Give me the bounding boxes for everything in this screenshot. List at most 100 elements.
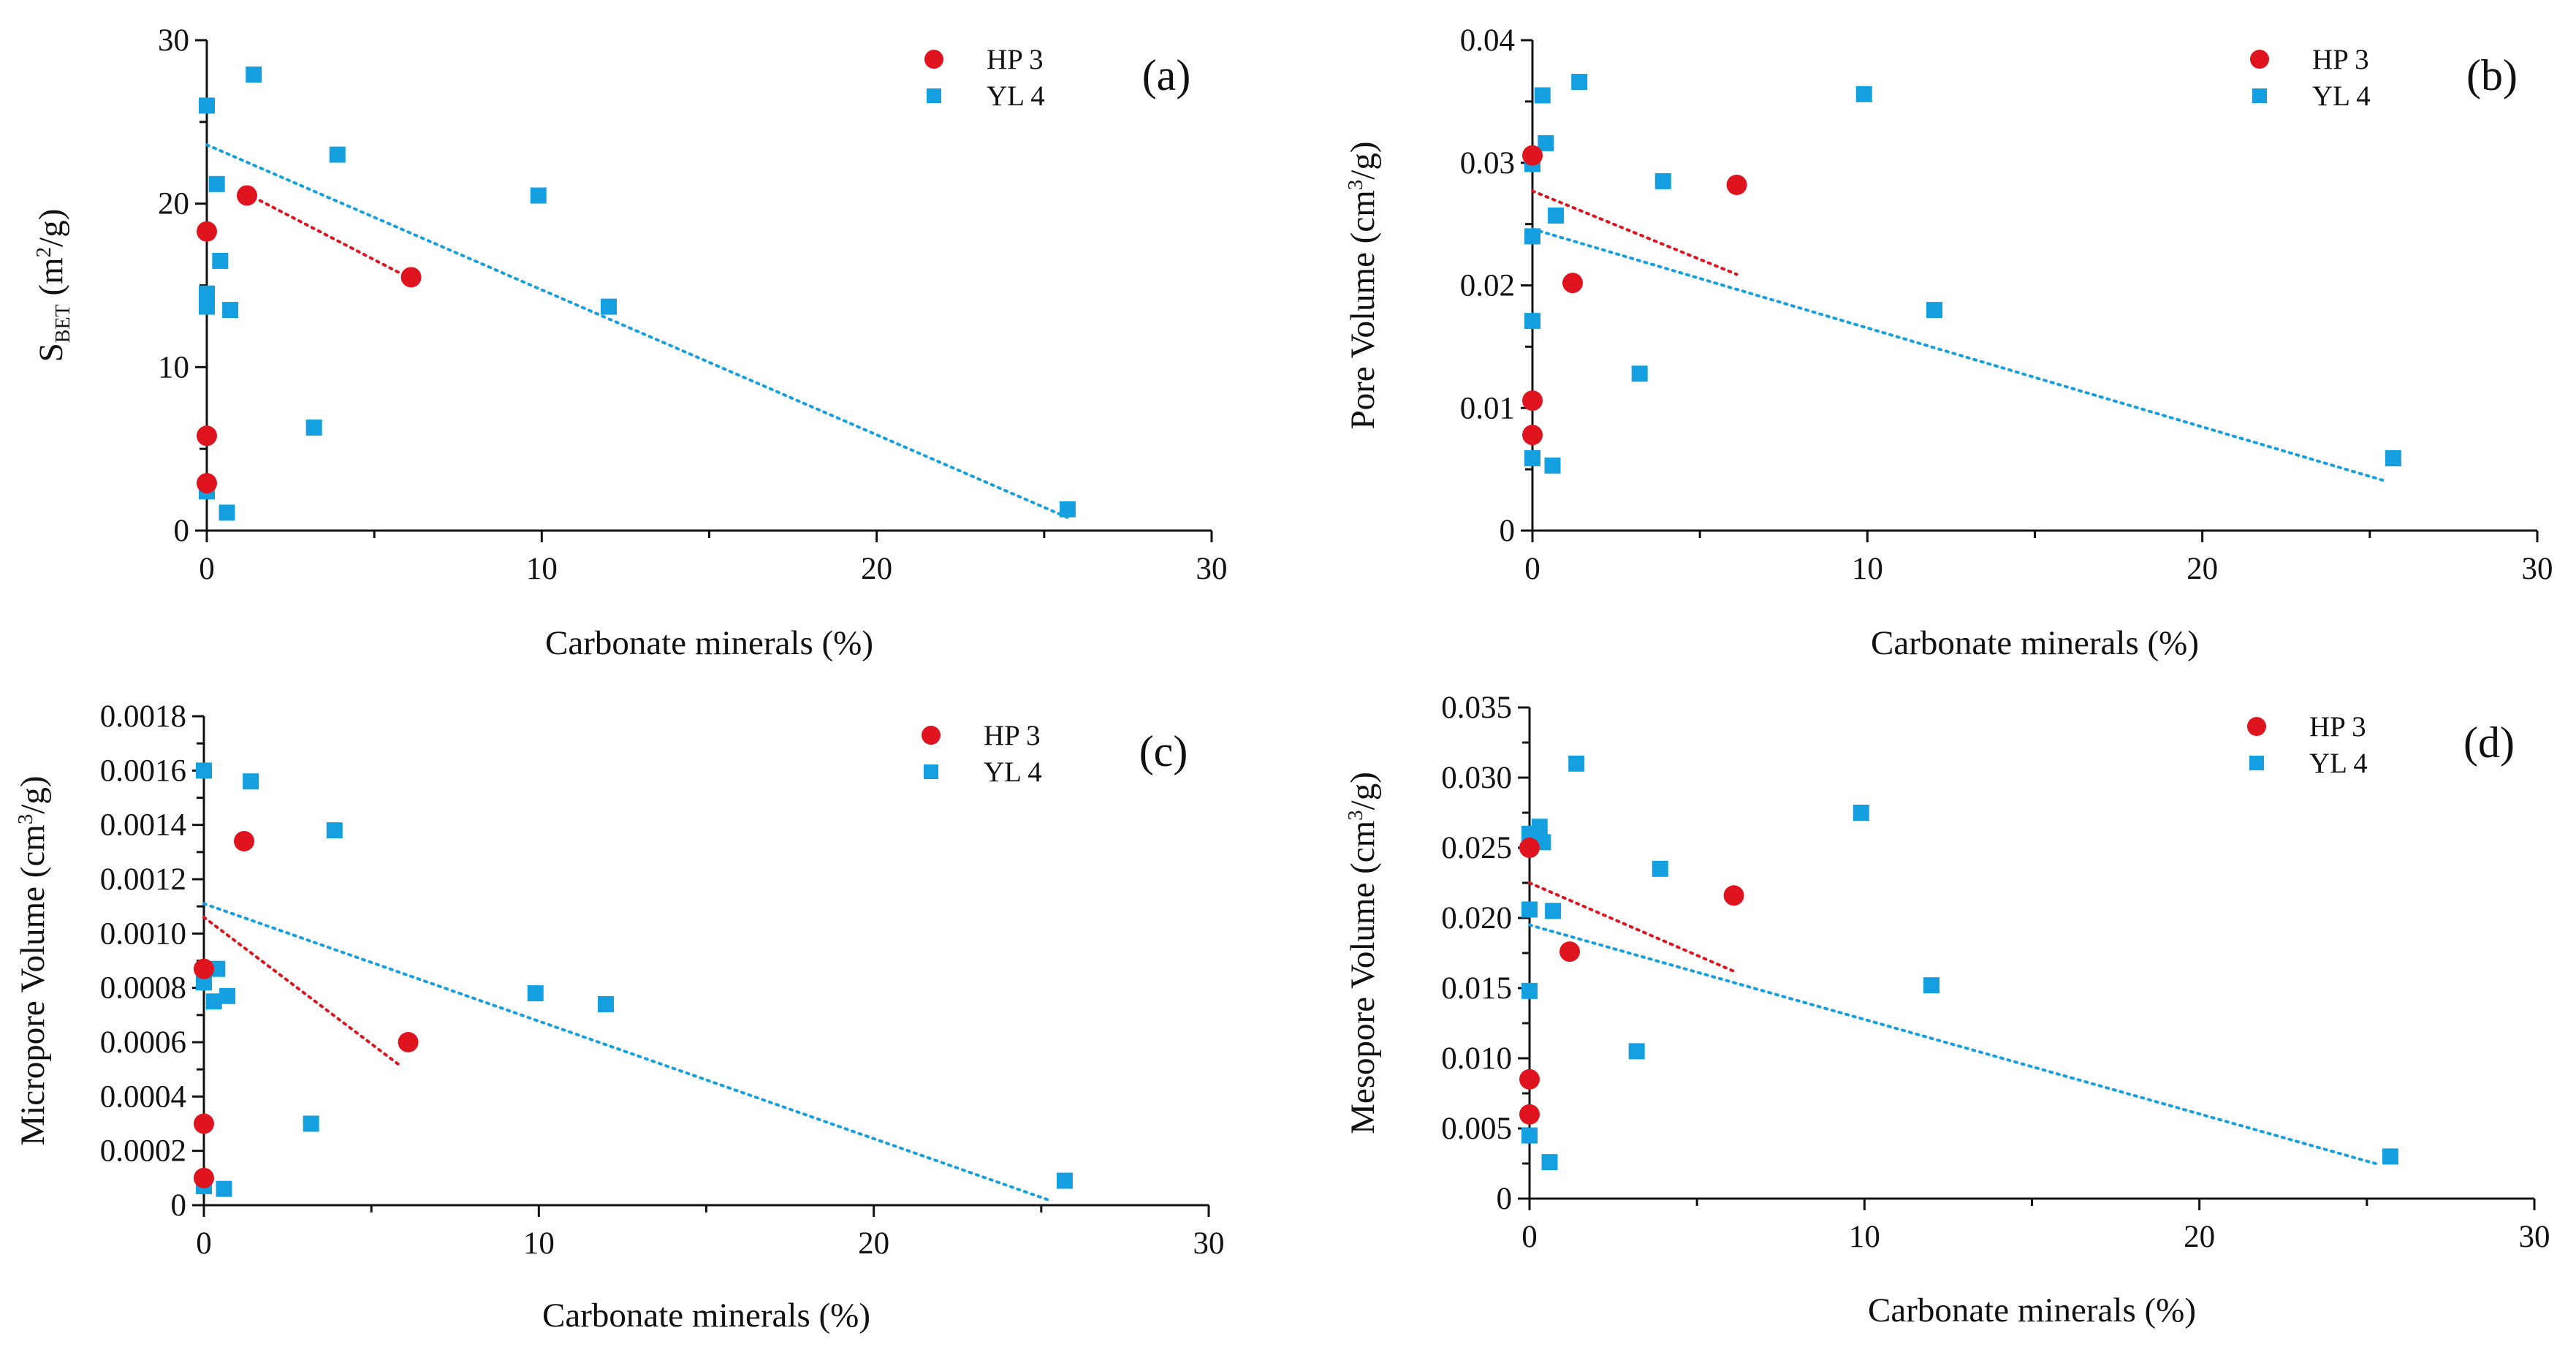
data-point-yl4	[219, 504, 235, 521]
data-point-yl4	[1056, 1172, 1073, 1189]
x-tick-label: 30	[1193, 1226, 1225, 1261]
x-tick-label: 10	[1852, 552, 1883, 586]
y-tick-label: 0	[1497, 1182, 1513, 1216]
data-point-yl4	[1628, 1043, 1645, 1060]
y-tick-label: 0	[174, 514, 190, 548]
x-tick-label: 20	[2184, 1220, 2215, 1254]
trend-line-hp3	[202, 916, 403, 1069]
x-tick-label: 0	[1521, 1220, 1538, 1254]
y-axis-title: Micropore Volume (cm3/g)	[14, 775, 52, 1145]
data-point-yl4	[1568, 755, 1585, 772]
legend-label: HP 3	[2312, 44, 2369, 75]
y-tick-label: 0.0008	[100, 971, 186, 1006]
data-point-hp3	[194, 1167, 214, 1188]
x-tick-label: 20	[861, 552, 892, 586]
data-point-yl4	[222, 302, 239, 319]
y-tick-label: 0.04	[1460, 23, 1515, 58]
y-tick-label: 0.0012	[100, 862, 186, 897]
chart-panel-a: 0 10 20 30 0 10 20 30 Carbonate minerals (%) SBET…	[32, 23, 1228, 662]
x-tick-label: 30	[1196, 552, 1228, 586]
x-tick-label: 20	[2186, 552, 2218, 586]
y-tick-label: 0.015	[1441, 971, 1512, 1006]
data-point-yl4	[527, 985, 544, 1002]
chart-panel-d: 0 10 20 30 0 0.005 0.010 0.015 0.020 0.025 0.030 0.…	[1344, 691, 2550, 1329]
data-point-hp3	[237, 185, 257, 206]
data-point-hp3	[1519, 1104, 1540, 1125]
data-point-hp3	[194, 958, 214, 979]
data-point-yl4	[1544, 458, 1561, 474]
y-axis-title: Pore Volume (cm3/g)	[1344, 142, 1382, 430]
data-point-yl4	[216, 1180, 232, 1197]
y-axis-title: SBET (m2/g)	[32, 209, 75, 363]
data-point-yl4	[1534, 87, 1551, 104]
data-point-hp3	[1522, 145, 1543, 166]
y-tick-label: 0	[1500, 514, 1516, 548]
data-point-yl4	[246, 66, 262, 83]
y-tick-label: 0.0018	[100, 699, 186, 734]
y-tick-label: 0.03	[1460, 146, 1515, 181]
legend-marker-yl4	[2252, 88, 2267, 103]
data-point-hp3	[197, 221, 217, 242]
data-point-yl4	[326, 822, 343, 839]
data-point-yl4	[305, 420, 322, 436]
data-point-yl4	[329, 146, 346, 163]
data-point-yl4	[2382, 1148, 2398, 1165]
panel-label: (c)	[1139, 727, 1188, 775]
legend-marker-hp3	[2247, 717, 2266, 736]
data-point-yl4	[1524, 228, 1540, 245]
data-point-hp3	[1522, 390, 1543, 411]
data-point-yl4	[208, 175, 225, 192]
legend-label: YL 4	[984, 756, 1042, 788]
panel-label: (a)	[1142, 51, 1191, 99]
y-tick-label: 0.0004	[100, 1079, 186, 1114]
legend-marker-hp3	[2250, 50, 2269, 69]
legend-marker-yl4	[924, 764, 938, 779]
data-point-yl4	[219, 987, 236, 1004]
y-tick-label: 0.02	[1460, 269, 1515, 303]
y-tick-label: 30	[158, 23, 189, 58]
data-point-yl4	[199, 97, 215, 114]
data-point-yl4	[243, 773, 259, 790]
data-point-yl4	[1521, 901, 1538, 918]
data-point-hp3	[234, 830, 254, 851]
y-tick-label: 0.0002	[100, 1134, 186, 1169]
data-point-yl4	[1531, 819, 1548, 835]
y-tick-label: 0.0006	[100, 1025, 186, 1060]
data-point-hp3	[197, 425, 217, 447]
y-tick-label: 0.030	[1441, 761, 1512, 795]
panel-label: (d)	[2463, 718, 2515, 767]
y-tick-label: 0	[171, 1188, 187, 1223]
y-tick-label: 0.005	[1441, 1112, 1512, 1146]
data-point-yl4	[1548, 207, 1565, 224]
data-point-yl4	[212, 252, 229, 269]
legend-marker-yl4	[927, 88, 941, 103]
legend-marker-hp3	[924, 50, 943, 69]
data-point-yl4	[1524, 450, 1540, 467]
legend-marker-yl4	[2249, 756, 2264, 770]
data-point-yl4	[1923, 977, 1939, 994]
data-point-yl4	[196, 762, 212, 779]
trend-line-hp3	[246, 192, 413, 281]
y-tick-label: 0.0010	[100, 916, 186, 951]
trend-line-hp3	[1528, 881, 1736, 973]
trend-line-yl4	[1528, 923, 2382, 1166]
legend-label: HP 3	[987, 44, 1044, 75]
chart-panel-b: 0 10 20 30 0 0.01 0.02 0.03 0.04 Carbonate minera…	[1344, 23, 2553, 662]
chart-panel-c: 0 10 20 30 0 0.0002 0.0004 0.0006 0.0008 0.0010 0.…	[14, 699, 1225, 1335]
data-point-hp3	[1519, 838, 1540, 858]
data-point-yl4	[1059, 501, 1076, 517]
trend-line-yl4	[202, 902, 1049, 1202]
y-tick-label: 0.035	[1441, 691, 1512, 725]
y-tick-label: 0.0016	[100, 754, 186, 788]
data-point-yl4	[530, 187, 547, 204]
y-tick-label: 0.020	[1441, 901, 1512, 935]
data-point-hp3	[1562, 273, 1583, 294]
legend-label: HP 3	[2309, 711, 2366, 743]
legend-label: YL 4	[2309, 748, 2368, 779]
legend-marker-hp3	[922, 726, 941, 745]
x-tick-label: 30	[2519, 1220, 2550, 1254]
data-point-yl4	[199, 298, 215, 315]
x-tick-label: 20	[858, 1226, 889, 1261]
legend-label: YL 4	[2312, 80, 2371, 112]
data-point-hp3	[194, 1113, 214, 1134]
